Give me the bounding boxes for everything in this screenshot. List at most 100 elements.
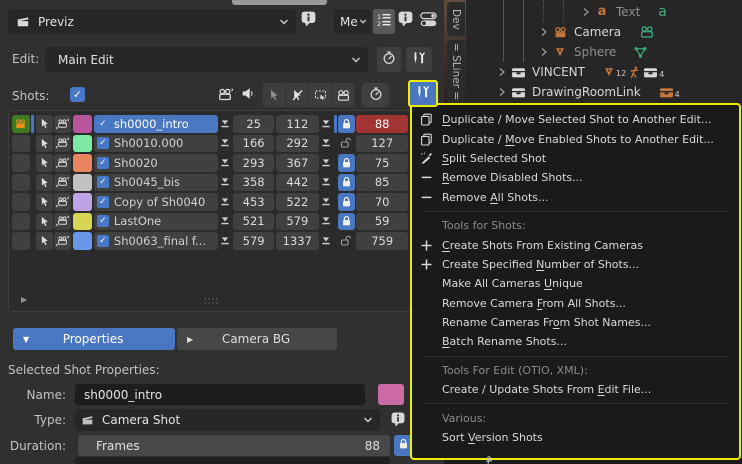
shot-color-swatch[interactable]	[72, 134, 93, 152]
shot-duration-value[interactable]: 127	[356, 134, 408, 152]
lock-duration-button[interactable]	[338, 173, 355, 191]
outliner-item-label[interactable]: Text	[616, 5, 641, 19]
lock-duration-button[interactable]	[338, 135, 355, 153]
shot-enabled-checkbox[interactable]: ✓	[96, 156, 109, 169]
user-selector-dropdown[interactable]: Me	[334, 9, 371, 34]
lock-duration-button[interactable]	[338, 212, 355, 230]
select-shot-button[interactable]	[35, 193, 53, 211]
shot-color-swatch[interactable]	[72, 212, 93, 230]
sidebar-tab-dev[interactable]: Dev	[447, 2, 465, 36]
cursor-select-button[interactable]	[263, 83, 286, 107]
menu-item[interactable]: Sort Version Shots	[412, 428, 739, 447]
shot-color-swatch[interactable]	[378, 384, 404, 405]
set-start-frame-icon[interactable]	[219, 154, 231, 172]
lock-duration-button[interactable]	[338, 154, 355, 172]
outliner-row[interactable]: DrawingRoomLink 4	[498, 82, 683, 102]
expand-chevron-icon[interactable]	[540, 47, 548, 57]
shot-duration-value[interactable]: 75	[356, 154, 408, 172]
shot-color-swatch[interactable]	[72, 232, 93, 250]
duration-frames-slider[interactable]: Frames 88	[78, 435, 390, 456]
info-bubble-icon[interactable]	[398, 11, 413, 27]
menu-item[interactable]: Remove All Shots...	[412, 188, 739, 207]
set-start-frame-icon[interactable]	[219, 115, 231, 133]
shot-enabled-checkbox[interactable]: ✓	[96, 195, 109, 208]
set-end-frame-icon[interactable]	[320, 135, 332, 153]
shot-end-value[interactable]: 292	[275, 134, 319, 152]
expand-chevron-icon[interactable]	[540, 27, 548, 37]
set-start-frame-icon[interactable]	[219, 193, 231, 211]
speaker-icon[interactable]	[241, 87, 254, 103]
current-shot-indicator[interactable]	[12, 232, 30, 250]
menu-item[interactable]: Split Selected Shot	[412, 149, 739, 168]
set-end-frame-icon[interactable]	[320, 154, 332, 172]
shot-row[interactable]: ✓ Sh0063_final f... 579 1337 759	[12, 232, 408, 250]
shot-duration-value[interactable]: 59	[356, 212, 408, 230]
tab-camera-bg[interactable]: ▶ Camera BG	[177, 328, 337, 350]
outliner-item-label[interactable]: Sphere	[574, 45, 617, 59]
shot-start-value[interactable]: 166	[232, 134, 275, 152]
select-shot-button[interactable]	[35, 154, 53, 172]
shot-row[interactable]: ✓ Sh0010.000 166 292 127	[12, 134, 408, 153]
shot-enabled-checkbox[interactable]: ✓	[96, 215, 109, 228]
edit-selector-dropdown[interactable]: Main Edit	[45, 47, 368, 72]
set-camera-button[interactable]	[54, 193, 72, 211]
shot-name-cell[interactable]: ✓ Sh0063_final f...	[93, 232, 218, 250]
toggle-switch-icon[interactable]	[420, 12, 437, 30]
shot-end-value[interactable]: 522	[275, 193, 319, 211]
camera-view-button[interactable]	[332, 83, 354, 107]
menu-item[interactable]: Remove Camera From All Shots...	[412, 294, 739, 313]
select-shot-button[interactable]	[35, 173, 53, 191]
shot-color-swatch[interactable]	[72, 173, 93, 191]
shot-name-cell[interactable]: ✓ Sh0010.000	[93, 134, 218, 152]
shot-start-value[interactable]: 25	[232, 115, 275, 133]
shot-duration-value[interactable]: 88	[356, 115, 408, 133]
shot-color-swatch[interactable]	[72, 115, 93, 133]
set-end-frame-icon[interactable]	[320, 115, 332, 133]
menu-item[interactable]: Make All Cameras Unique	[412, 274, 739, 293]
set-start-frame-icon[interactable]	[219, 213, 231, 231]
set-camera-button[interactable]	[54, 173, 72, 191]
shot-end-value[interactable]: 1337	[275, 232, 319, 250]
expand-arrow-icon[interactable]: ▶	[21, 295, 28, 304]
set-camera-button[interactable]	[54, 154, 72, 172]
shot-enabled-checkbox[interactable]: ✓	[96, 117, 109, 130]
shot-row[interactable]: ✓ LastOne 521 579 59	[12, 212, 408, 231]
lock-duration-button[interactable]	[338, 193, 355, 211]
menu-item[interactable]: Create / Update Shots From Edit File...	[412, 380, 739, 399]
camera-sync-icon[interactable]	[217, 87, 234, 105]
info-bubble-icon[interactable]	[301, 11, 316, 27]
select-shot-button[interactable]	[35, 232, 53, 250]
expand-chevron-icon[interactable]	[582, 7, 590, 17]
menu-item[interactable]: Create Specified Number of Shots...	[412, 255, 739, 274]
expand-chevron-icon[interactable]	[498, 87, 506, 97]
menu-item[interactable]: Remove Disabled Shots...	[412, 168, 739, 187]
shot-name-cell[interactable]: ✓ sh0000_intro	[93, 115, 218, 133]
set-start-frame-icon[interactable]	[219, 135, 231, 153]
set-camera-button[interactable]	[54, 115, 72, 133]
shot-name-cell[interactable]: ✓ Sh0045_bis	[93, 173, 218, 191]
shot-end-value[interactable]: 579	[275, 212, 319, 230]
outliner-item-label[interactable]: Camera	[574, 25, 622, 39]
shot-name-input[interactable]: sh0000_intro	[75, 384, 365, 405]
shots-enabled-checkbox[interactable]: ✓	[70, 87, 85, 102]
edit-tools-button[interactable]	[406, 47, 432, 72]
shot-start-value[interactable]: 453	[232, 193, 275, 211]
shot-row[interactable]: ✓ sh0000_intro 25 112 88	[12, 115, 408, 133]
set-end-frame-icon[interactable]	[320, 213, 332, 231]
select-shot-button[interactable]	[35, 212, 53, 230]
shot-row[interactable]: ✓ Sh0020 293 367 75	[12, 154, 408, 172]
menu-item[interactable]: Duplicate / Move Enabled Shots to Anothe…	[412, 129, 739, 148]
shot-enabled-checkbox[interactable]: ✓	[96, 176, 109, 189]
set-camera-button[interactable]	[54, 232, 72, 250]
shot-end-value[interactable]: 442	[275, 173, 319, 191]
current-shot-indicator[interactable]	[12, 154, 30, 172]
shot-name-cell[interactable]: ✓ Sh0020	[93, 154, 218, 172]
info-bubble-icon[interactable]	[391, 412, 405, 427]
set-start-frame-icon[interactable]	[219, 232, 231, 250]
outliner-row[interactable]: VINCENT 12 4	[498, 62, 667, 82]
shot-row[interactable]: ✓ Sh0045_bis 358 442 85	[12, 173, 408, 191]
outliner-item-label[interactable]: VINCENT	[532, 65, 585, 79]
current-shot-indicator[interactable]	[12, 173, 30, 191]
set-camera-button[interactable]	[54, 212, 72, 230]
